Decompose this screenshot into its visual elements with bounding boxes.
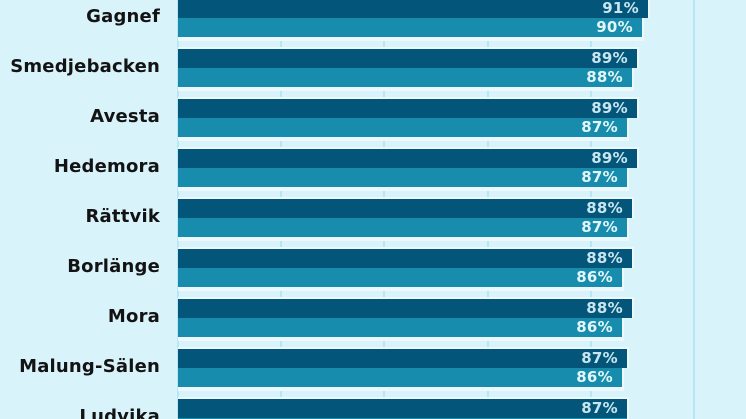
bar-malung-s-len-primary-dark-bar: 87%: [178, 347, 629, 368]
bar-malung-s-len-secondary-teal-bar: 86%: [178, 368, 624, 391]
category-label-malung-s-len: Malung-Sälen: [19, 355, 160, 377]
bar-hedemora-secondary-teal-bar: 87%: [178, 168, 629, 191]
bar-gagnef-secondary-teal-bar: 90%: [178, 18, 644, 41]
bar-mora-primary-dark-bar: 88%: [178, 297, 634, 318]
category-label-smedjebacken: Smedjebacken: [10, 55, 160, 77]
category-label-r-ttvik: Rättvik: [85, 205, 160, 227]
bar-r-ttvik-primary-dark-bar: 88%: [178, 197, 634, 218]
bar-borl-nge-secondary-teal-bar: 86%: [178, 268, 624, 291]
bar-avesta-secondary-teal-bar: 87%: [178, 118, 629, 141]
category-label-hedemora: Hedemora: [53, 155, 160, 177]
category-label-gagnef: Gagnef: [86, 5, 160, 27]
bar-r-ttvik-secondary-teal-bar: 87%: [178, 218, 629, 241]
bar-hedemora-primary-dark-bar: 89%: [178, 147, 639, 168]
category-label-avesta: Avesta: [90, 105, 160, 127]
bar-borl-nge-primary-dark-bar: 88%: [178, 247, 634, 268]
bar-smedjebacken-secondary-teal-bar: 88%: [178, 68, 634, 91]
bar-mora-secondary-teal-bar: 86%: [178, 318, 624, 341]
category-label-borl-nge: Borlänge: [67, 255, 160, 277]
gridline-100: [693, 0, 695, 419]
category-label-ludvika: Ludvika: [79, 405, 160, 419]
bar-avesta-primary-dark-bar: 89%: [178, 97, 639, 118]
bar-ludvika-primary-dark-bar: 87%: [178, 397, 629, 418]
bar-gagnef-primary-dark-bar: 91%: [178, 0, 650, 18]
bar-smedjebacken-primary-dark-bar: 89%: [178, 47, 639, 68]
category-label-mora: Mora: [107, 305, 160, 327]
